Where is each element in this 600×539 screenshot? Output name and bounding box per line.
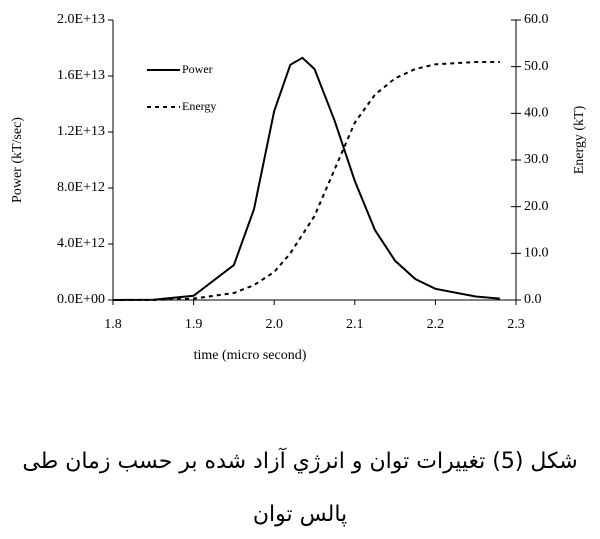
y-tick-label: 0.0E+00 — [57, 292, 105, 307]
caption: پالس توان — [253, 502, 347, 527]
caption: شکل (5) تغییرات توان و انرژي آزاد شده بر… — [22, 447, 577, 474]
y2-tick-label: 50.0 — [524, 59, 549, 74]
y2-axis-title: Energy (kT) — [572, 105, 587, 174]
y2-tick-label: 10.0 — [524, 246, 549, 261]
y2-tick-label: 30.0 — [524, 152, 549, 167]
y2-tick-label: 60.0 — [524, 12, 549, 27]
x-tick-label: 1.8 — [104, 317, 122, 332]
x-tick-label: 2.0 — [265, 317, 283, 332]
x-tick-label: 2.1 — [346, 317, 364, 332]
x-axis-title: time (micro second) — [194, 348, 307, 363]
y-tick-label: 1.2E+13 — [57, 124, 105, 139]
y2-tick-label: 0.0 — [524, 292, 542, 307]
y2-tick-label: 20.0 — [524, 199, 549, 214]
y2-tick-label: 40.0 — [524, 106, 549, 121]
y-tick-label: 4.0E+12 — [57, 236, 105, 251]
legend-label: Power — [182, 62, 213, 76]
y-tick-label: 2.0E+13 — [57, 12, 105, 27]
y-tick-label: 8.0E+12 — [57, 180, 105, 195]
series-line — [112, 56, 500, 301]
x-tick-label: 2.3 — [507, 317, 525, 332]
x-tick-label: 2.2 — [427, 317, 445, 332]
y-tick-label: 1.6E+13 — [57, 68, 105, 83]
y-axis-title: Power (kT/sec) — [10, 117, 25, 203]
x-tick-label: 1.9 — [185, 317, 203, 332]
legend-label: Energy — [182, 99, 216, 113]
axes — [112, 20, 517, 301]
series-line — [113, 61, 500, 301]
